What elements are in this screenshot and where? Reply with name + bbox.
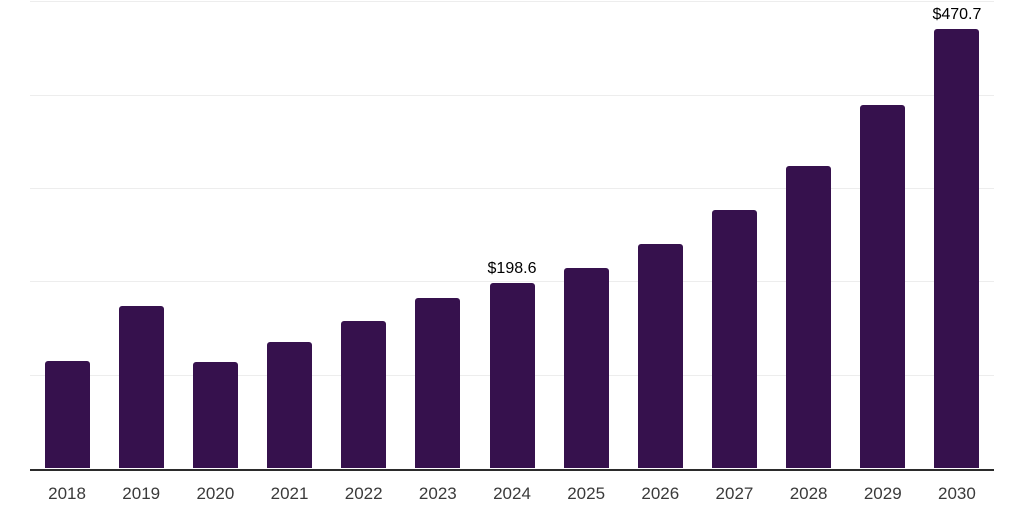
bar-2023 xyxy=(415,297,461,469)
bar-2027 xyxy=(711,209,757,469)
x-tick-2027: 2027 xyxy=(715,484,754,503)
bar-2028 xyxy=(786,166,832,469)
bar-2021 xyxy=(267,342,313,469)
x-axis-line xyxy=(30,468,994,471)
x-tick-2030: 2030 xyxy=(938,484,976,503)
gridline-300 xyxy=(30,187,994,189)
gridline-200 xyxy=(30,281,994,283)
bar-2025 xyxy=(563,267,609,469)
x-tick-2020: 2020 xyxy=(196,484,235,503)
bar-2019 xyxy=(118,306,164,469)
x-tick-2024: 2024 xyxy=(493,484,531,503)
bar-2029 xyxy=(860,105,906,469)
bar-2026 xyxy=(637,243,683,469)
bar-2022 xyxy=(341,321,387,469)
x-tick-2023: 2023 xyxy=(418,484,457,503)
gridline-500 xyxy=(30,1,994,3)
x-tick-2029: 2029 xyxy=(863,484,902,503)
x-tick-2025: 2025 xyxy=(567,484,606,503)
bar-2024 xyxy=(489,283,535,469)
bar-2030 xyxy=(934,29,980,469)
x-tick-2019: 2019 xyxy=(122,484,161,503)
x-tick-2021: 2021 xyxy=(270,484,309,503)
x-tick-2028: 2028 xyxy=(789,484,828,503)
gridline-400 xyxy=(30,94,994,96)
x-tick-2018: 2018 xyxy=(48,484,86,503)
bar-2018 xyxy=(44,361,90,469)
x-tick-2022: 2022 xyxy=(344,484,383,503)
data-label-2030: $470.7 xyxy=(932,6,982,24)
data-label-2024: $198.6 xyxy=(487,260,537,278)
bar-2020 xyxy=(192,362,238,469)
x-tick-2026: 2026 xyxy=(641,484,680,503)
